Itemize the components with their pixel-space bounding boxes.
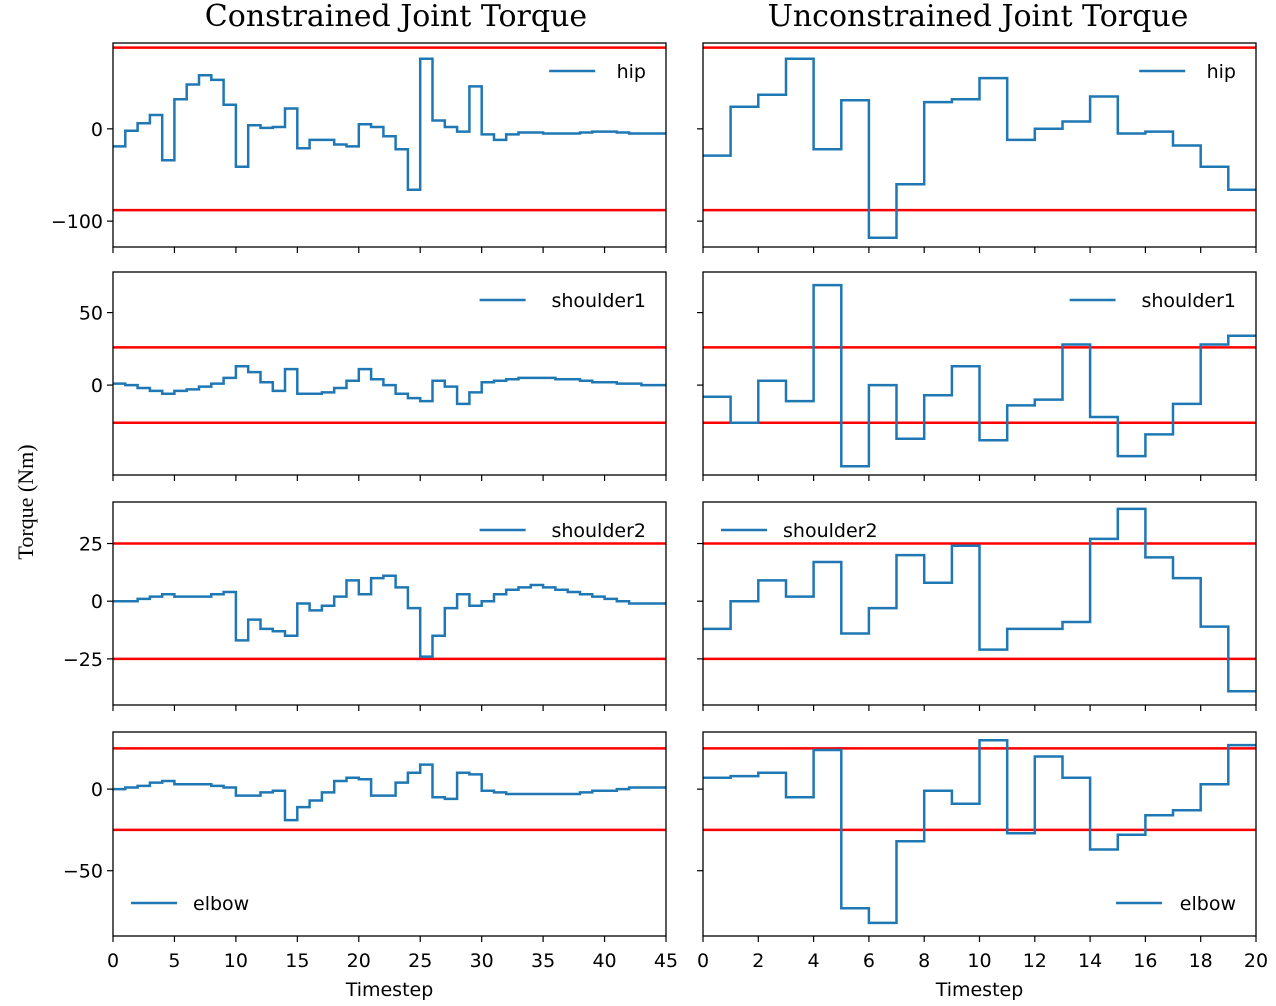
x-tick-label: 35 (531, 950, 555, 972)
x-tick-label: 15 (285, 950, 309, 972)
subplot-constrained-shoulder1: 50 0 shoulder1 (79, 271, 667, 481)
subplot-constrained-hip: 0 −100 hip (51, 42, 667, 253)
x-tick-label: 20 (347, 950, 371, 972)
legend-label: shoulder1 (1141, 290, 1236, 312)
y-tick-label: 0 (91, 591, 103, 613)
legend-label: elbow (1180, 893, 1236, 915)
y-tick-label: 0 (91, 119, 103, 141)
x-tick-label: 0 (697, 950, 709, 972)
series-line-shoulder2 (113, 574, 666, 658)
series-line-shoulder2 (703, 507, 1256, 693)
series-line-elbow (703, 738, 1256, 925)
subplot-unconstrained-shoulder1: shoulder1 (697, 271, 1257, 481)
x-tick-label: 18 (1189, 950, 1213, 972)
y-tick-label: 50 (79, 303, 103, 325)
y-tick-label: −25 (63, 649, 103, 671)
x-tick-label: 25 (408, 950, 432, 972)
legend-label: hip (617, 61, 646, 83)
subplot-grid: 0−100hip500shoulder1250−25shoulder20−500… (51, 42, 1268, 1001)
x-tick-label: 30 (470, 950, 494, 972)
series-line-elbow (113, 763, 666, 822)
x-tick-label: 20 (1244, 950, 1268, 972)
y-tick-label: 25 (79, 534, 103, 556)
y-tick-label: −100 (51, 211, 103, 233)
legend-label: shoulder1 (551, 290, 646, 312)
x-tick-label: 4 (808, 950, 820, 972)
x-tick-label: 45 (654, 950, 678, 972)
y-tick-label: 0 (91, 375, 103, 397)
subplot-unconstrained-shoulder2: shoulder2 (697, 501, 1257, 711)
x-tick-label: 2 (752, 950, 764, 972)
left-column-title: Constrained Joint Torque (205, 0, 587, 34)
y-tick-label: 0 (91, 779, 103, 801)
subplot-constrained-shoulder2: 25 0 −25 shoulder2 (63, 501, 667, 711)
right-column-title: Unconstrained Joint Torque (768, 0, 1189, 34)
legend-label: hip (1207, 61, 1236, 83)
axes-frame (112, 731, 667, 937)
subplot-unconstrained-hip: hip (697, 42, 1257, 253)
x-tick-label: 5 (168, 950, 180, 972)
series-line-shoulder1 (113, 365, 666, 406)
x-tick-label: 40 (592, 950, 616, 972)
y-tick-label: −50 (63, 861, 103, 883)
x-axis-label: Timestep (935, 979, 1024, 1001)
x-tick-label: 10 (224, 950, 248, 972)
x-tick-label: 12 (1023, 950, 1047, 972)
series-line-hip (703, 57, 1256, 240)
subplot-unconstrained-elbow: 0 2 4 6 8 10 12 14 16 18 20 Timestep elbow (697, 731, 1268, 1001)
legend-label: elbow (193, 893, 249, 915)
subplot-constrained-elbow: 0 −50 0 5 10 15 20 25 30 35 40 45 Timestep elbow (63, 731, 678, 1001)
axes-frame (112, 501, 667, 706)
x-tick-label: 8 (918, 950, 930, 972)
x-tick-label: 10 (967, 950, 991, 972)
x-tick-label: 6 (863, 950, 875, 972)
x-axis-label: Timestep (345, 979, 434, 1001)
x-tick-label: 0 (107, 950, 119, 972)
legend-label: shoulder2 (783, 520, 878, 542)
x-tick-label: 14 (1078, 950, 1102, 972)
legend-label: shoulder2 (551, 520, 646, 542)
series-line-shoulder1 (703, 283, 1256, 468)
axes-frame (112, 271, 667, 476)
series-line-hip (113, 57, 666, 192)
axes-frame (112, 42, 667, 248)
y-axis-label: Torque (Nm) (13, 444, 38, 559)
x-tick-label: 16 (1133, 950, 1157, 972)
